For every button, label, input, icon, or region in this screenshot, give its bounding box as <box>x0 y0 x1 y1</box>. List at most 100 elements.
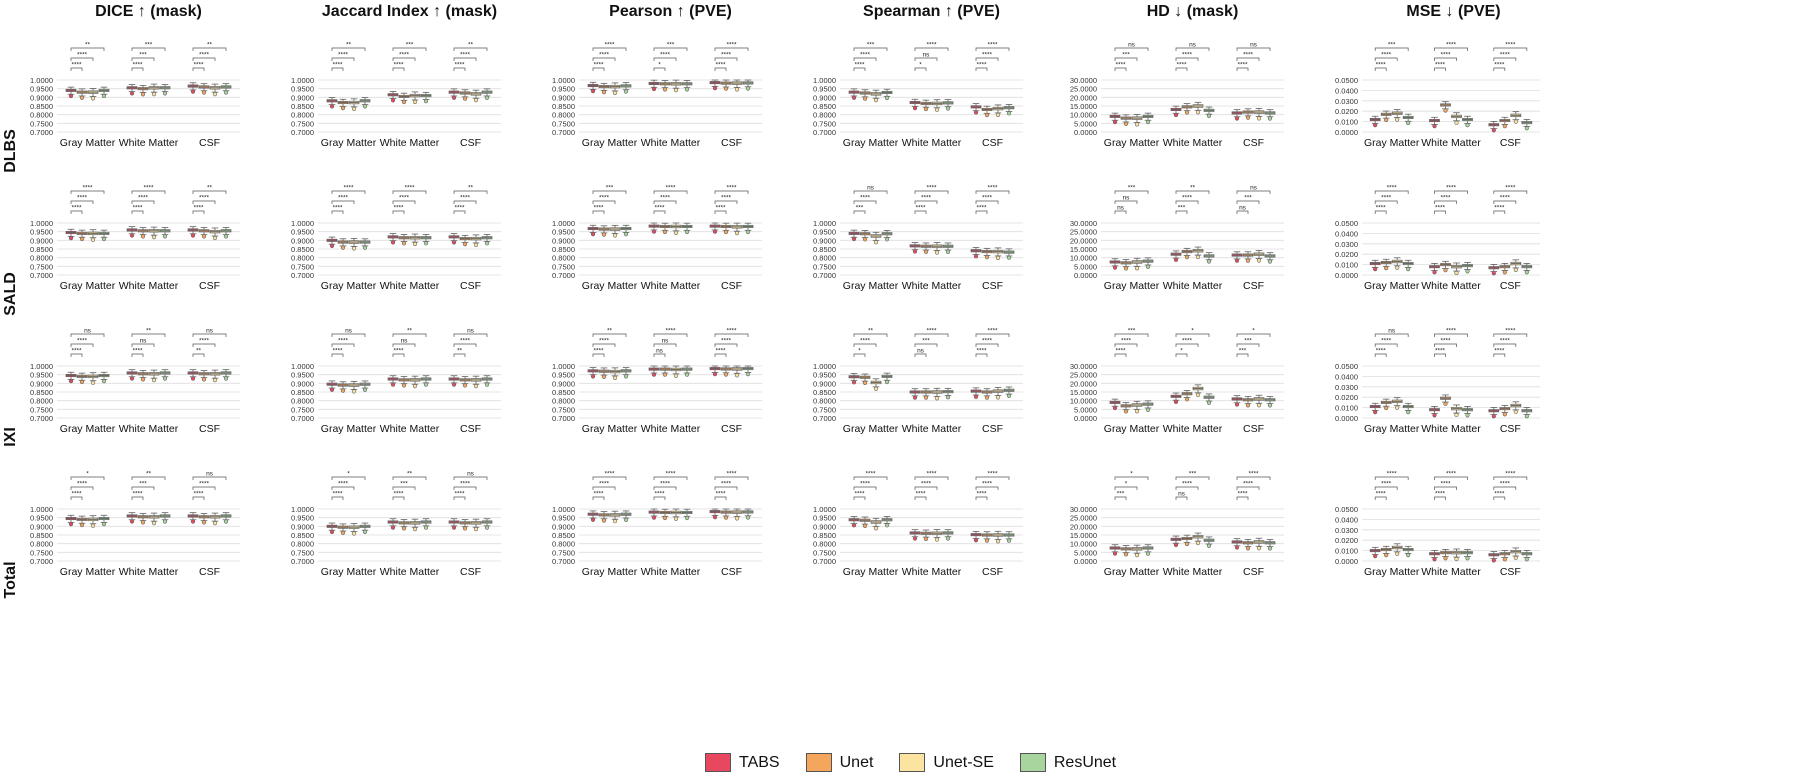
pearson-pve-sald-xtick-label: White Matter <box>641 280 701 292</box>
mse-pve-total-gray-matter-tabs-outlier <box>1373 554 1378 559</box>
jaccard-index-mask-total-white-matter-sig-label: *** <box>400 481 408 488</box>
pearson-pve-sald-gray-matter-sig-label: **** <box>593 205 604 212</box>
dice-mask-ixi-csf-sig-label: ** <box>196 348 202 355</box>
pearson-pve-ixi-white-matter-sig-bracket <box>653 333 688 337</box>
hd-mask-dlbs-csf-sig-bracket <box>1236 47 1271 51</box>
mse-pve-dlbs-ytick-label: 0.0100 <box>1335 118 1358 127</box>
mse-pve-sald-csf-sig-bracket <box>1493 190 1528 194</box>
pearson-pve-dlbs-white-matter-sig-bracket <box>653 47 688 51</box>
dice-mask-ixi-gray-matter-sig-bracket <box>70 353 83 357</box>
hd-mask-ixi-csf-sig-label: * <box>1252 328 1255 335</box>
spearman-pve-total-csf-unet-se-outlier <box>995 539 1001 544</box>
jaccard-index-mask-total-ytick-label: 1.0000 <box>291 505 314 514</box>
jaccard-index-mask-sald-gray-matter-unet-outlier <box>340 245 346 250</box>
mse-pve-dlbs-csf-resunet-outlier <box>1524 126 1529 131</box>
mse-pve-dlbs-xtick-label: Gray Matter <box>1364 137 1420 149</box>
mse-pve-ixi-gray-matter-sig-bracket <box>1374 353 1387 357</box>
mse-pve-dlbs-xtick-label: White Matter <box>1421 137 1481 149</box>
hd-mask-dlbs-csf-sig-label: **** <box>1243 52 1254 59</box>
spearman-pve-ixi-gray-matter-resunet-outlier <box>884 379 890 385</box>
hd-mask-dlbs-csf-unet-se-outlier <box>1256 116 1262 121</box>
legend-label-resunet: ResUnet <box>1053 753 1117 771</box>
pearson-pve-ixi-csf-sig-label: **** <box>726 328 737 335</box>
hd-mask-dlbs-gray-matter-sig-label: ns <box>1128 42 1136 49</box>
spearman-pve-sald-xtick-label: CSF <box>982 280 1003 292</box>
hd-mask-ixi-gray-matter-sig-bracket <box>1114 353 1127 357</box>
dice-mask-total-white-matter-sig-bracket <box>131 486 155 490</box>
spearman-pve-total-xtick-label: Gray Matter <box>843 566 899 578</box>
dice-mask-total-ytick-label: 0.9000 <box>30 522 53 531</box>
jaccard-index-mask-total-xtick-label: CSF <box>460 566 481 578</box>
mse-pve-ixi-gray-matter-sig-label: ns <box>1388 328 1396 335</box>
mse-pve-sald-gray-matter-sig-bracket <box>1374 210 1387 214</box>
pearson-pve-dlbs-gray-matter-tabs-outlier <box>590 89 596 94</box>
mse-pve-sald-gray-matter-sig-label: **** <box>1381 195 1392 202</box>
pearson-pve-sald-white-matter-unet-se-outlier <box>673 230 679 235</box>
dice-mask-ixi-white-matter-resunet-outlier <box>162 376 168 381</box>
spearman-pve-total-white-matter-unet-outlier <box>923 536 929 541</box>
mse-pve-ixi-gray-matter-tabs-outlier <box>1373 410 1378 415</box>
hd-mask-total-gray-matter-sig-label: *** <box>1117 491 1125 498</box>
spearman-pve-sald-ytick-label: 1.0000 <box>813 219 836 228</box>
spearman-pve-sald-csf-sig-bracket <box>975 210 988 214</box>
jaccard-index-mask-total-gray-matter-resunet-outlier <box>362 529 368 535</box>
mse-pve-sald-csf-unet-outlier <box>1502 270 1507 275</box>
legend-swatch-unet-se <box>899 753 926 772</box>
legend-item-resunet: ResUnet <box>1019 753 1117 772</box>
hd-mask-ixi-csf-unet-se-outlier <box>1256 403 1262 408</box>
dice-mask-sald-ytick-label: 0.7000 <box>30 271 53 280</box>
jaccard-index-mask-ixi-gray-matter-sig-label: ns <box>345 328 353 335</box>
spearman-pve-sald-csf-unet-outlier <box>984 255 990 260</box>
legend-label-unet-se: Unet-SE <box>933 753 994 771</box>
jaccard-index-mask-sald-gray-matter-resunet-outlier <box>362 245 368 250</box>
pearson-pve-dlbs-white-matter-unet-se-outlier <box>673 88 679 93</box>
dice-mask-total-gray-matter-sig-bracket <box>70 476 105 480</box>
jaccard-index-mask-ixi-white-matter-unet-se-outlier <box>412 384 418 389</box>
mse-pve-total-white-matter-sig-label: **** <box>1446 471 1457 478</box>
hd-mask-total-csf-sig-label: **** <box>1243 481 1254 488</box>
pearson-pve-dlbs-csf-unet-outlier <box>723 86 729 91</box>
mse-pve-sald-csf-sig-bracket <box>1493 200 1517 204</box>
hd-mask-dlbs-ytick-label: 25.0000 <box>1070 85 1097 94</box>
jaccard-index-mask-ixi-gray-matter-resunet-outlier <box>362 387 368 392</box>
hd-mask-dlbs-white-matter-sig-label: **** <box>1182 52 1193 59</box>
pearson-pve-sald-ytick-label: 0.9500 <box>552 228 575 237</box>
panel-title-hd-mask: HD ↓ (mask) <box>1147 3 1239 20</box>
spearman-pve-sald-white-matter-sig-bracket <box>914 190 949 194</box>
hd-mask-dlbs-gray-matter-tabs-outlier <box>1112 119 1118 125</box>
jaccard-index-mask-sald-csf-resunet-outlier <box>484 241 490 246</box>
spearman-pve-total-gray-matter-sig-bracket <box>853 486 877 490</box>
jaccard-index-mask-sald-ytick-label: 0.9500 <box>291 228 314 237</box>
pearson-pve-total-white-matter-resunet-outlier <box>684 515 690 521</box>
hd-mask-total-gray-matter-sig-bracket <box>1114 486 1138 490</box>
hd-mask-dlbs-gray-matter-sig-bracket <box>1114 47 1149 51</box>
jaccard-index-mask-sald-ytick-label: 0.8000 <box>291 254 314 263</box>
hd-mask-ixi-white-matter-sig-bracket <box>1175 353 1188 357</box>
dice-mask-dlbs-white-matter-unet-se-outlier <box>151 92 157 97</box>
spearman-pve-ixi-ytick-label: 0.7000 <box>813 414 836 423</box>
mse-pve-total-xtick-label: CSF <box>1500 566 1521 578</box>
dice-mask-ixi-csf-sig-bracket <box>192 343 216 347</box>
hd-mask-dlbs-xtick-label: CSF <box>1243 137 1264 149</box>
mse-pve-ixi-csf-sig-label: **** <box>1505 328 1516 335</box>
jaccard-index-mask-total-csf-unet-se-outlier <box>473 527 479 532</box>
pearson-pve-dlbs-white-matter-unet-outlier <box>662 87 668 92</box>
mse-pve-sald-white-matter-sig-label: **** <box>1435 205 1446 212</box>
dice-mask-total-xtick-label: Gray Matter <box>60 566 116 578</box>
panel-title-jaccard-index-mask: Jaccard Index ↑ (mask) <box>322 3 497 20</box>
mse-pve-total-white-matter-unet-outlier <box>1443 556 1448 561</box>
dice-mask-dlbs-gray-matter-sig-bracket <box>70 67 83 71</box>
jaccard-index-mask-ixi-gray-matter-unet-se-outlier <box>351 389 357 394</box>
dice-mask-sald-csf-unet-se-outlier <box>212 235 218 241</box>
hd-mask-total-ytick-label: 10.0000 <box>1070 540 1097 549</box>
dice-mask-total-xtick-label: White Matter <box>119 566 179 578</box>
spearman-pve-sald-csf-sig-label: **** <box>976 205 987 212</box>
mse-pve-sald-ytick-label: 0.0000 <box>1335 271 1358 280</box>
hd-mask-sald-csf-sig-label: ns <box>1239 205 1247 212</box>
dice-mask-dlbs-csf-unet-outlier <box>201 90 207 95</box>
dice-mask-total-white-matter-unet-outlier <box>140 520 146 525</box>
pearson-pve-ixi-gray-matter-sig-label: **** <box>593 348 604 355</box>
mse-pve-total-gray-matter-sig-label: **** <box>1387 471 1398 478</box>
hd-mask-ixi-ytick-label: 15.0000 <box>1070 388 1097 397</box>
